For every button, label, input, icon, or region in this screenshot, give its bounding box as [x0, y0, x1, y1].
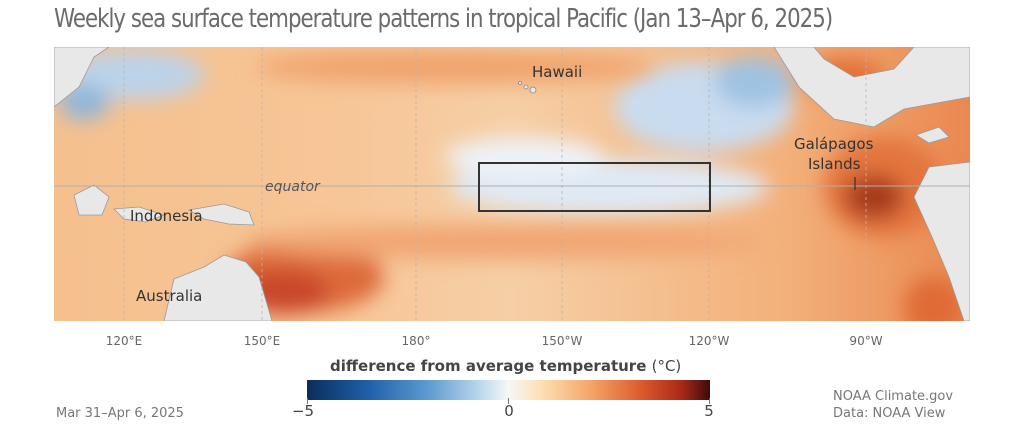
tickmark-min — [307, 398, 308, 404]
australia-label: Australia — [136, 287, 202, 305]
galapagos-label-2: Islands — [808, 155, 861, 173]
cool-patch-ne — [714, 57, 794, 107]
color-scale-bar — [307, 380, 710, 400]
sst-anomaly-map: Hawaii Galápagos Islands equator Indones… — [54, 47, 970, 321]
lon-label-90w: 90°W — [849, 334, 883, 348]
north-america — [773, 47, 970, 128]
lon-label-180: 180° — [401, 334, 431, 348]
lon-label-120w: 120°W — [688, 334, 730, 348]
hawaii-island-1 — [517, 81, 522, 86]
caribbean — [915, 126, 950, 144]
south-america — [913, 161, 970, 321]
legend-tick-zero: 0 — [504, 402, 514, 420]
indonesia-label: Indonesia — [130, 207, 203, 225]
indonesia-island — [113, 206, 166, 223]
hawaii-island-2 — [523, 84, 529, 90]
map-title: Weekly sea surface temperature patterns … — [54, 4, 833, 34]
legend-unit: (°C) — [651, 357, 682, 375]
equator-label: equator — [265, 179, 321, 195]
hawaii-label: Hawaii — [532, 63, 582, 81]
cool-patch-hawaii — [444, 137, 604, 177]
lon-label-120e: 120°E — [105, 334, 143, 348]
warm-patch-peru — [904, 277, 964, 321]
cool-patch-northwest — [64, 50, 204, 100]
lon-label-150w: 150°W — [541, 334, 583, 348]
legend-tick-max: 5 — [704, 402, 714, 420]
tickmark-zero — [508, 398, 509, 404]
legend-title: difference from average temperature (°C) — [330, 357, 681, 375]
warm-patch-galapagos — [844, 175, 904, 219]
warm-patch-south-equator — [244, 224, 764, 260]
land — [54, 47, 970, 321]
credit: NOAA Climate.gov Data: NOAA View — [833, 388, 953, 422]
nino34-box — [478, 162, 711, 212]
credit-data: Data: NOAA View — [833, 406, 946, 421]
legend-title-text: difference from average temperature — [330, 357, 652, 375]
hawaii-islands — [517, 81, 537, 94]
graticule — [123, 47, 867, 321]
tickmark-max — [709, 398, 710, 404]
hawaii-island-3 — [529, 86, 537, 94]
australia-land — [163, 254, 273, 321]
galapagos-label-1: Galápagos — [794, 135, 874, 153]
asia-land — [54, 47, 110, 108]
lon-label-150e: 150°E — [243, 334, 281, 348]
warm-patch-north — [254, 49, 654, 85]
legend-tick-min: −5 — [291, 402, 315, 420]
borneo — [73, 184, 110, 216]
new-guinea — [187, 203, 255, 226]
credit-source: NOAA Climate.gov — [833, 389, 954, 404]
date-range: Mar 31–Apr 6, 2025 — [56, 406, 184, 421]
